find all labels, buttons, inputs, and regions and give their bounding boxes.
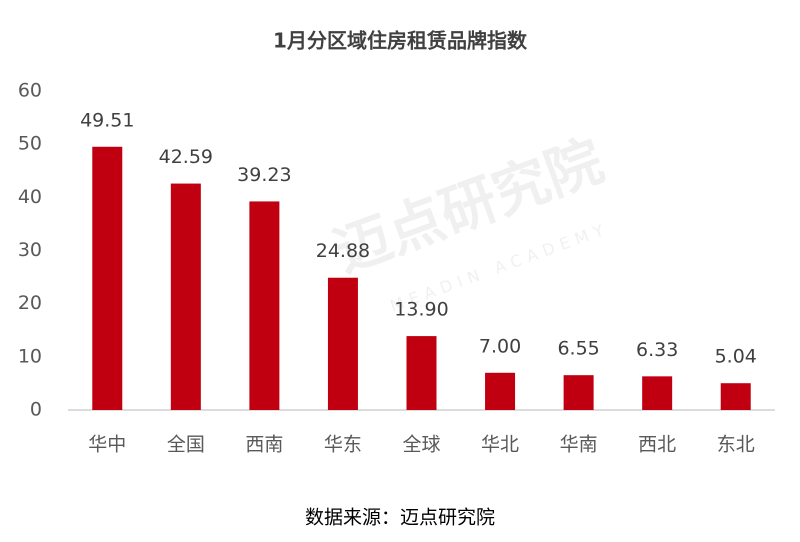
- source-note: 数据来源：迈点研究院: [305, 507, 495, 529]
- bar: [170, 183, 201, 410]
- y-tick-label: 40: [18, 186, 42, 208]
- x-tick-label: 华东: [324, 434, 362, 456]
- x-tick-label: 华中: [88, 434, 126, 456]
- x-tick-label: 全国: [167, 434, 205, 456]
- bar: [563, 375, 594, 410]
- value-label: 6.55: [557, 338, 599, 360]
- y-tick-label: 60: [18, 80, 42, 102]
- bar: [642, 376, 673, 410]
- value-label: 6.33: [636, 339, 678, 361]
- bar: [406, 336, 437, 410]
- bar: [485, 372, 516, 410]
- value-label: 5.04: [715, 346, 757, 368]
- y-tick-label: 50: [18, 133, 42, 155]
- bar: [720, 383, 751, 410]
- y-tick-label: 20: [18, 292, 42, 314]
- value-label: 24.88: [316, 240, 370, 262]
- value-label: 49.51: [80, 109, 134, 131]
- x-tick-label: 华北: [481, 434, 519, 456]
- value-label: 39.23: [237, 164, 291, 186]
- x-tick-label: 西北: [638, 434, 676, 456]
- y-tick-label: 0: [30, 399, 42, 421]
- bar: [249, 201, 280, 410]
- y-tick-label: 30: [18, 239, 42, 261]
- x-tick-label: 东北: [717, 434, 755, 456]
- value-label: 13.90: [394, 299, 448, 321]
- bar: [92, 146, 123, 410]
- y-tick-label: 10: [18, 345, 42, 367]
- x-tick-label: 西南: [245, 434, 283, 456]
- value-label: 42.59: [159, 146, 213, 168]
- x-tick-label: 全球: [402, 434, 440, 456]
- chart-title: 1月分区域住房租赁品牌指数: [273, 29, 528, 53]
- value-label: 7.00: [479, 335, 521, 357]
- bar: [327, 277, 358, 410]
- x-tick-label: 华南: [560, 434, 598, 456]
